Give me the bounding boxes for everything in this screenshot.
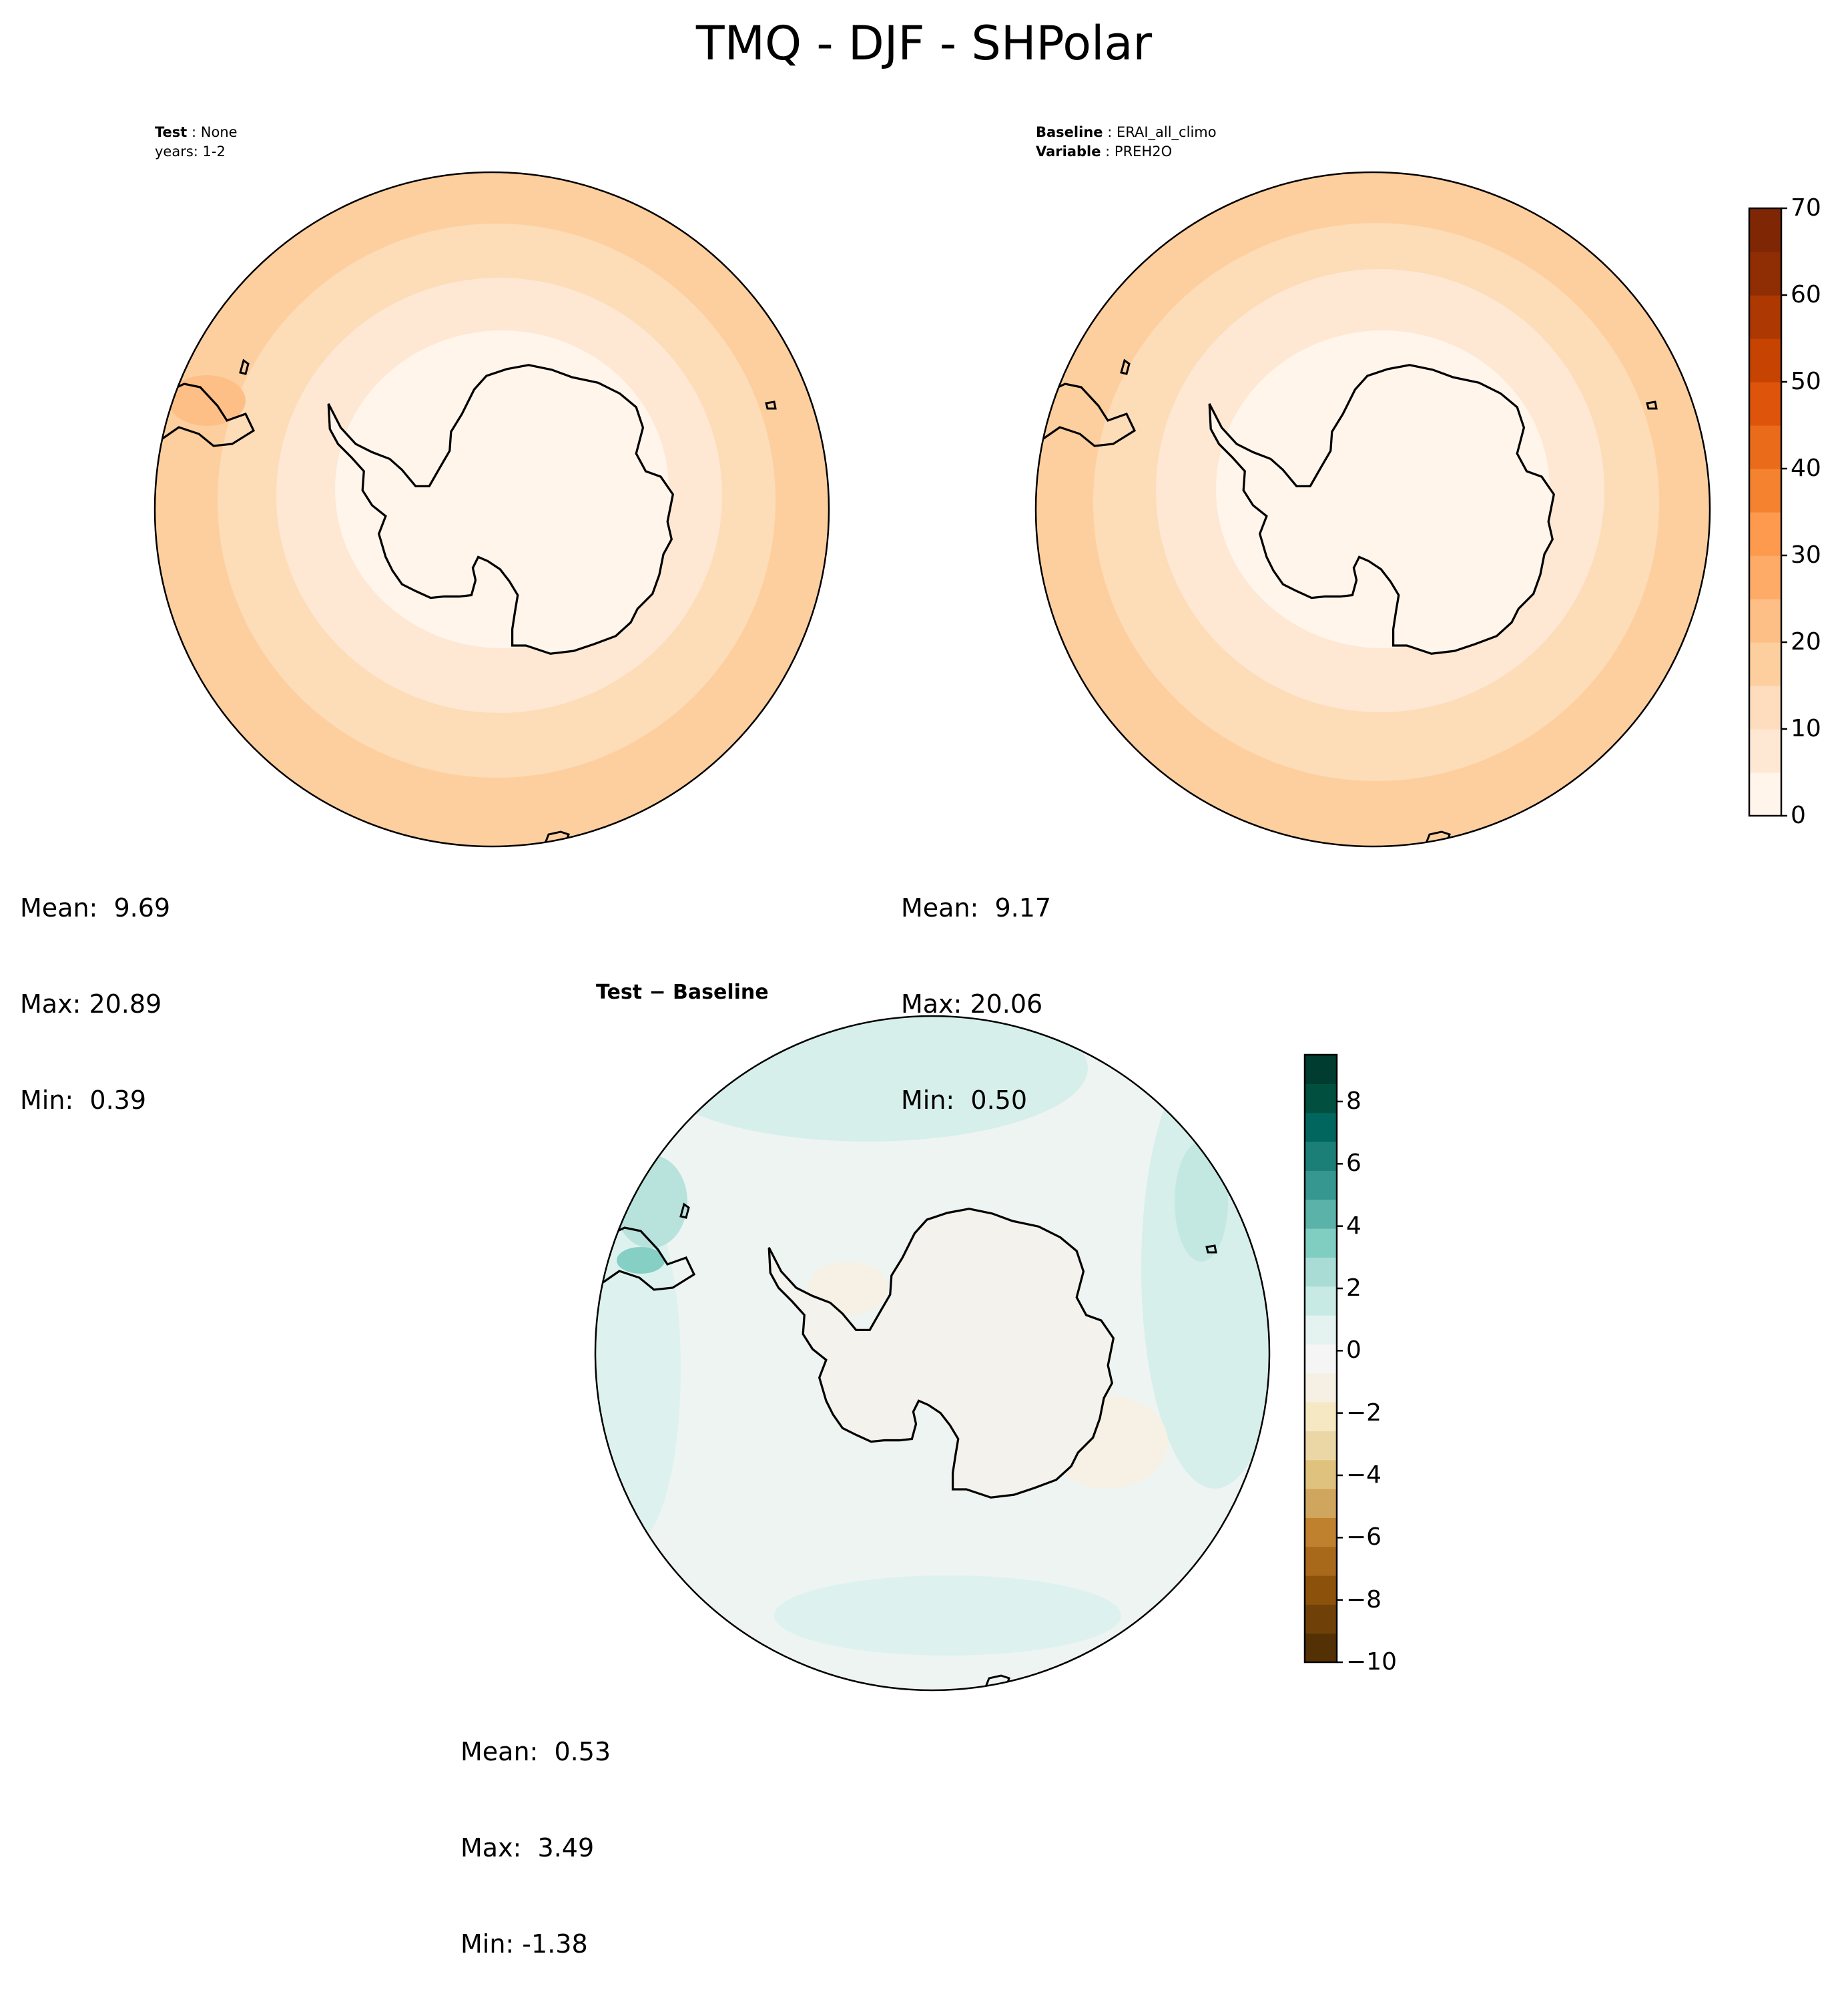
- diff-island-3: [982, 1674, 1010, 1690]
- colorbar-swatch: [1305, 1459, 1337, 1489]
- colorbar-swatch: [1749, 686, 1781, 730]
- colorbar-tick-label: 30: [1791, 541, 1821, 569]
- colorbar-swatch: [1749, 599, 1781, 643]
- colorbar-tick-label: 50: [1791, 368, 1821, 395]
- diff-band-3-4: [617, 1247, 665, 1274]
- diff-stat-min: Min: -1.38: [460, 1929, 588, 1959]
- diff-map-boundary: [594, 1015, 1271, 1692]
- baseline-island-1: [1120, 358, 1131, 375]
- colorbar-tick-label: −6: [1346, 1523, 1382, 1551]
- colorbar-swatch: [1305, 1055, 1337, 1084]
- colorbar-tick-label: −10: [1346, 1648, 1397, 1676]
- colorbar-swatch: [1305, 1604, 1337, 1634]
- colorbar-frame: [1303, 1053, 1338, 1664]
- colorbar-frame: [1748, 207, 1783, 817]
- diff-band-2-3-east: [1175, 1142, 1228, 1262]
- test-map-panel: [153, 171, 830, 848]
- colorbar-tick-label: 6: [1346, 1150, 1361, 1178]
- diff-island-2: [1205, 1244, 1217, 1254]
- test-stats: Mean: 9.69 Max: 20.89 Min: 0.39: [20, 828, 170, 1148]
- colorbar-tick-label: 60: [1791, 281, 1821, 308]
- colorbar-swatch: [1749, 555, 1781, 599]
- colorbar-swatch: [1305, 1402, 1337, 1431]
- diff-title: Test − Baseline: [596, 981, 769, 1004]
- colorbar-swatch: [1305, 1257, 1337, 1287]
- test-island-1: [239, 358, 250, 375]
- colorbar-swatch: [1749, 252, 1781, 296]
- colorbar-tick-label: 4: [1346, 1212, 1361, 1240]
- baseline-island-3: [1423, 830, 1451, 846]
- test-years: years: 1-2: [155, 144, 226, 160]
- colorbar-swatch: [1305, 1431, 1337, 1461]
- colorbar-swatch: [1305, 1228, 1337, 1258]
- colorbar-swatch: [1305, 1344, 1337, 1374]
- colorbar-tick-label: 0: [1791, 802, 1806, 829]
- colorbar-swatch: [1305, 1315, 1337, 1344]
- diff-island-1: [679, 1202, 690, 1219]
- diff-stat-mean: Mean: 0.53: [460, 1737, 611, 1766]
- baseline-variable: Variable : PREH2O: [1036, 144, 1173, 160]
- test-map-boundary: [153, 171, 830, 848]
- test-island-2: [765, 401, 777, 410]
- colorbar-swatch: [1305, 1199, 1337, 1229]
- baseline-stat-max: Max: 20.06: [901, 989, 1043, 1019]
- colorbar-swatch: [1305, 1546, 1337, 1576]
- colorbar-swatch: [1749, 208, 1781, 252]
- figure-title: TMQ - DJF - SHPolar: [695, 16, 1153, 71]
- colorbar-tick-label: 40: [1791, 455, 1821, 482]
- baseline-stat-mean: Mean: 9.17: [901, 893, 1052, 923]
- colorbar-swatch: [1749, 642, 1781, 686]
- colorbar-swatch: [1305, 1286, 1337, 1316]
- test-stat-mean: Mean: 9.69: [20, 893, 171, 923]
- baseline-stats: Mean: 9.17 Max: 20.06 Min: 0.50: [901, 828, 1051, 1148]
- colorbar-tick-label: 2: [1346, 1274, 1361, 1302]
- colorbar-tick-label: −8: [1346, 1585, 1382, 1613]
- test-stat-max: Max: 20.89: [20, 989, 162, 1019]
- colorbar-swatch: [1305, 1633, 1337, 1663]
- baseline-island-2: [1646, 401, 1658, 410]
- colorbar-tick-label: 10: [1791, 715, 1821, 742]
- test-band-20-25-patch: [168, 375, 246, 426]
- colorbar-swatch: [1305, 1112, 1337, 1142]
- colorbar-swatch: [1749, 772, 1781, 816]
- colorbar-swatch: [1749, 512, 1781, 556]
- colorbar-swatch: [1305, 1083, 1337, 1113]
- diff-map-panel: [594, 1015, 1271, 1692]
- colorbar-swatch: [1305, 1517, 1337, 1547]
- colorbar-swatch: [1305, 1373, 1337, 1403]
- colorbar-swatch: [1749, 729, 1781, 773]
- colorbar-swatch: [1749, 338, 1781, 383]
- diff-colorbar: [1303, 1053, 1343, 1664]
- test-label: Test : None: [155, 124, 238, 140]
- colorbar-tick-label: −4: [1346, 1461, 1382, 1489]
- colorbar-tick-label: −2: [1346, 1399, 1382, 1427]
- colorbar-swatch: [1749, 382, 1781, 426]
- baseline-map-panel: [1034, 171, 1711, 848]
- test-island-3: [542, 830, 570, 846]
- colorbar-swatch: [1305, 1489, 1337, 1518]
- colorbar-tick-label: 20: [1791, 628, 1821, 656]
- diff-stats: Mean: 0.53 Max: 3.49 Min: -1.38: [460, 1672, 611, 1992]
- baseline-label: Baseline : ERAI_all_climo: [1036, 124, 1217, 140]
- colorbar-swatch: [1305, 1170, 1337, 1200]
- colorbar-tick-label: 0: [1346, 1336, 1361, 1364]
- colorbar-tick-label: 70: [1791, 194, 1821, 222]
- colorbar-tick-label: 8: [1346, 1087, 1361, 1115]
- main-colorbar: [1748, 207, 1787, 817]
- baseline-stat-min: Min: 0.50: [901, 1085, 1027, 1115]
- colorbar-swatch: [1749, 425, 1781, 469]
- colorbar-swatch: [1305, 1142, 1337, 1171]
- colorbar-swatch: [1749, 469, 1781, 513]
- test-stat-min: Min: 0.39: [20, 1085, 146, 1115]
- baseline-map-boundary: [1034, 171, 1711, 848]
- colorbar-swatch: [1749, 295, 1781, 339]
- figure: [153, 171, 1787, 1692]
- diff-band-1-2-left: [595, 1195, 681, 1542]
- colorbar-swatch: [1305, 1575, 1337, 1605]
- diff-stat-max: Max: 3.49: [460, 1833, 595, 1862]
- diff-band-1-2-right: [1141, 1048, 1269, 1489]
- diff-band-1-2-bottom: [774, 1575, 1121, 1656]
